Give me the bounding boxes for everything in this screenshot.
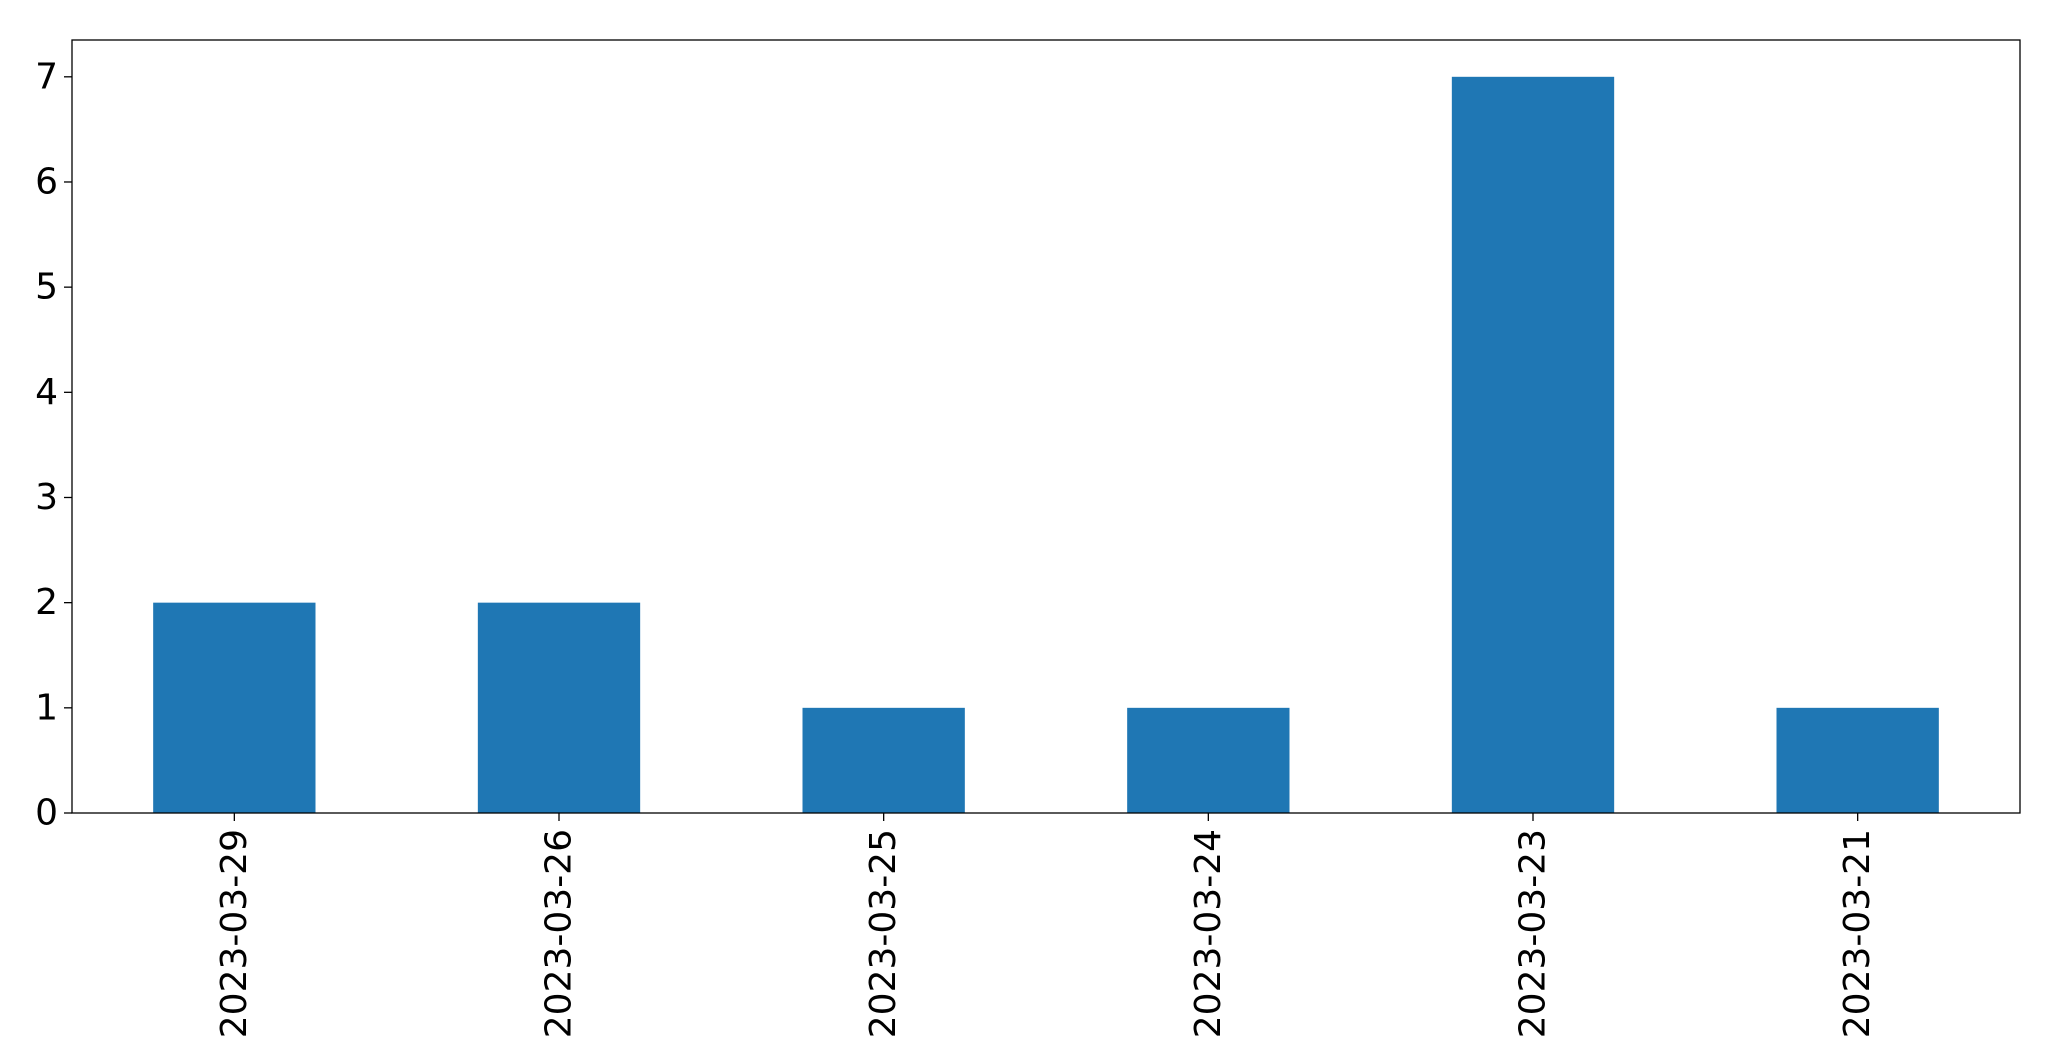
bars-group bbox=[153, 76, 1939, 814]
x-tick-label: 2023-03-24 bbox=[1188, 829, 1229, 1038]
bar-2023-03-21 bbox=[1776, 707, 1939, 813]
bar-2023-03-29 bbox=[153, 602, 316, 813]
x-tick-label: 2023-03-25 bbox=[863, 829, 904, 1038]
y-tick-label: 5 bbox=[35, 267, 58, 308]
y-tick-label: 4 bbox=[35, 372, 58, 413]
x-tick-label: 2023-03-29 bbox=[214, 829, 255, 1038]
y-tick-label: 2 bbox=[35, 582, 58, 623]
y-tick-label: 6 bbox=[35, 161, 58, 202]
x-tick-label: 2023-03-21 bbox=[1837, 829, 1878, 1038]
y-tick-label: 3 bbox=[35, 477, 58, 518]
y-axis: 0 1 2 3 4 5 6 7 bbox=[35, 56, 72, 834]
bar-2023-03-26 bbox=[477, 602, 641, 813]
y-tick-label: 0 bbox=[35, 793, 58, 834]
y-tick-label: 7 bbox=[35, 56, 58, 97]
x-axis: 2023-03-29 2023-03-26 2023-03-25 2023-03-24… bbox=[214, 813, 1878, 1038]
bar-2023-03-25 bbox=[802, 707, 965, 813]
plot-frame bbox=[71, 39, 2021, 814]
x-tick-label: 2023-03-26 bbox=[539, 829, 580, 1038]
bar-2023-03-24 bbox=[1127, 707, 1290, 813]
bar-2023-03-23 bbox=[1451, 76, 1615, 814]
y-tick-label: 1 bbox=[35, 687, 58, 728]
x-tick-label: 2023-03-23 bbox=[1513, 829, 1554, 1038]
